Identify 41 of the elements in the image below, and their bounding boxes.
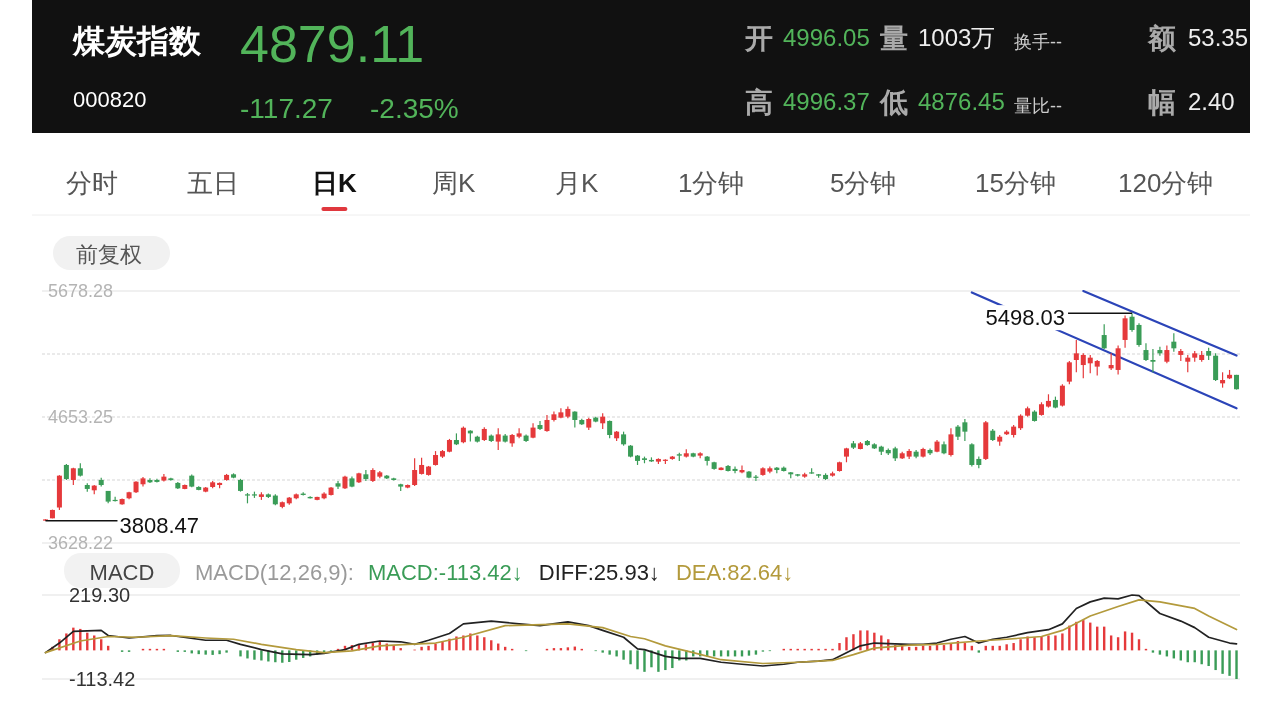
text: 前复权 [76,242,142,267]
series-label: DIFF:25.93↓ [538,560,660,585]
text: 量比-- [1014,96,1062,116]
text: 15分钟 [975,168,1056,198]
text: 量 [879,23,908,54]
text: 幅 [1148,87,1176,118]
y-tick-label: 219.30 [69,584,131,607]
text: 分时 [66,168,118,198]
text: 周K [432,168,476,198]
text: 53.35 [1188,24,1249,51]
text: 4996.37 [783,88,870,115]
y-tick-label: 5678.28 [48,281,114,302]
text: 换手-- [1014,32,1062,52]
text: 1分钟 [678,168,745,198]
text: 4876.45 [918,88,1005,115]
text: 五日 [187,168,239,198]
text: 月K [555,168,599,198]
text: MACD:-113.42↓ [367,560,523,585]
chart-subtitle: MACD(12,26,9): [195,560,354,585]
text: 1003万 [918,24,996,51]
text: 2.40 [1188,88,1235,115]
annotation: 3808.47 [119,512,200,538]
text: 高 [745,87,773,118]
y-tick-label: -113.42 [69,668,136,691]
text: 开 [744,23,773,54]
y-tick-label: 4653.25 [48,407,114,428]
annotation: 5498.03 [985,305,1066,331]
chart-subtitle: 000820 [73,87,147,112]
text: 日K [312,168,357,198]
text: -117.27 [240,93,333,124]
text: 4879.11 [240,15,425,73]
y-tick-label: 3628.22 [48,533,114,554]
text: 4996.05 [783,24,870,51]
text: DEA:82.64↓ [675,560,794,585]
text: 低 [879,87,908,118]
text: 5分钟 [830,168,897,198]
chart-title: 煤炭指数 [72,23,202,59]
chart-title: MACD [89,560,155,585]
text: 额 [1147,23,1177,54]
text: 120分钟 [1118,168,1214,198]
text: -2.35% [370,93,459,124]
